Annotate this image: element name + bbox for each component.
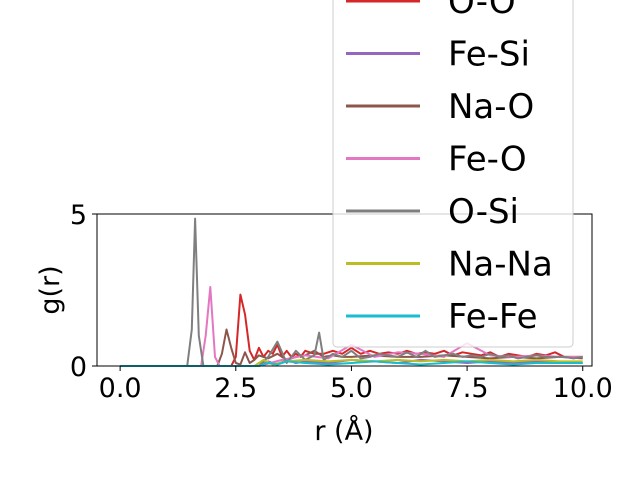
legend-label: Fe-Fe (448, 297, 538, 337)
x-tick-label: 2.5 (214, 373, 257, 404)
legend-entry-o-si: O-Si (346, 192, 519, 232)
legend-box (332, 0, 574, 348)
legend-label: O-Si (448, 192, 519, 232)
legend-entry-o-o: O-O (346, 0, 516, 22)
legend-entry-fe-si: Fe-Si (346, 35, 530, 75)
ticks: 0.0 2.5 5.0 7.5 10.0 0 5 (70, 200, 613, 404)
legend-entry-fe-o: Fe-O (346, 140, 527, 180)
series-line-o-si (120, 217, 583, 367)
x-tick-label: 10.0 (553, 373, 613, 404)
x-tick-label: 5.0 (330, 373, 373, 404)
legend-label: Na-Na (448, 245, 553, 285)
plot-lines (120, 217, 583, 367)
series-line-fe-fe (120, 360, 583, 367)
y-axis-label: g(r) (35, 265, 66, 314)
x-tick-label: 0.0 (99, 373, 142, 404)
y-tick-label: 0 (70, 352, 87, 383)
legend-label: Fe-Si (448, 35, 530, 75)
legend-entry-na-na: Na-Na (346, 245, 553, 285)
legend-label: Fe-O (448, 140, 527, 180)
x-tick-label: 7.5 (446, 373, 489, 404)
legend-entry-na-o: Na-O (346, 87, 534, 127)
legend-entries: O-O Fe-Si Na-O Fe-O O-Si Na-Na Fe-Fe (346, 0, 553, 337)
legend: O-O Fe-Si Na-O Fe-O O-Si Na-Na Fe-Fe (332, 0, 574, 348)
x-axis-label: r (Å) (314, 415, 373, 447)
legend-label: O-O (448, 0, 516, 22)
legend-entry-fe-fe: Fe-Fe (346, 297, 538, 337)
y-tick-label: 5 (70, 200, 87, 231)
legend-label: Na-O (448, 87, 534, 127)
